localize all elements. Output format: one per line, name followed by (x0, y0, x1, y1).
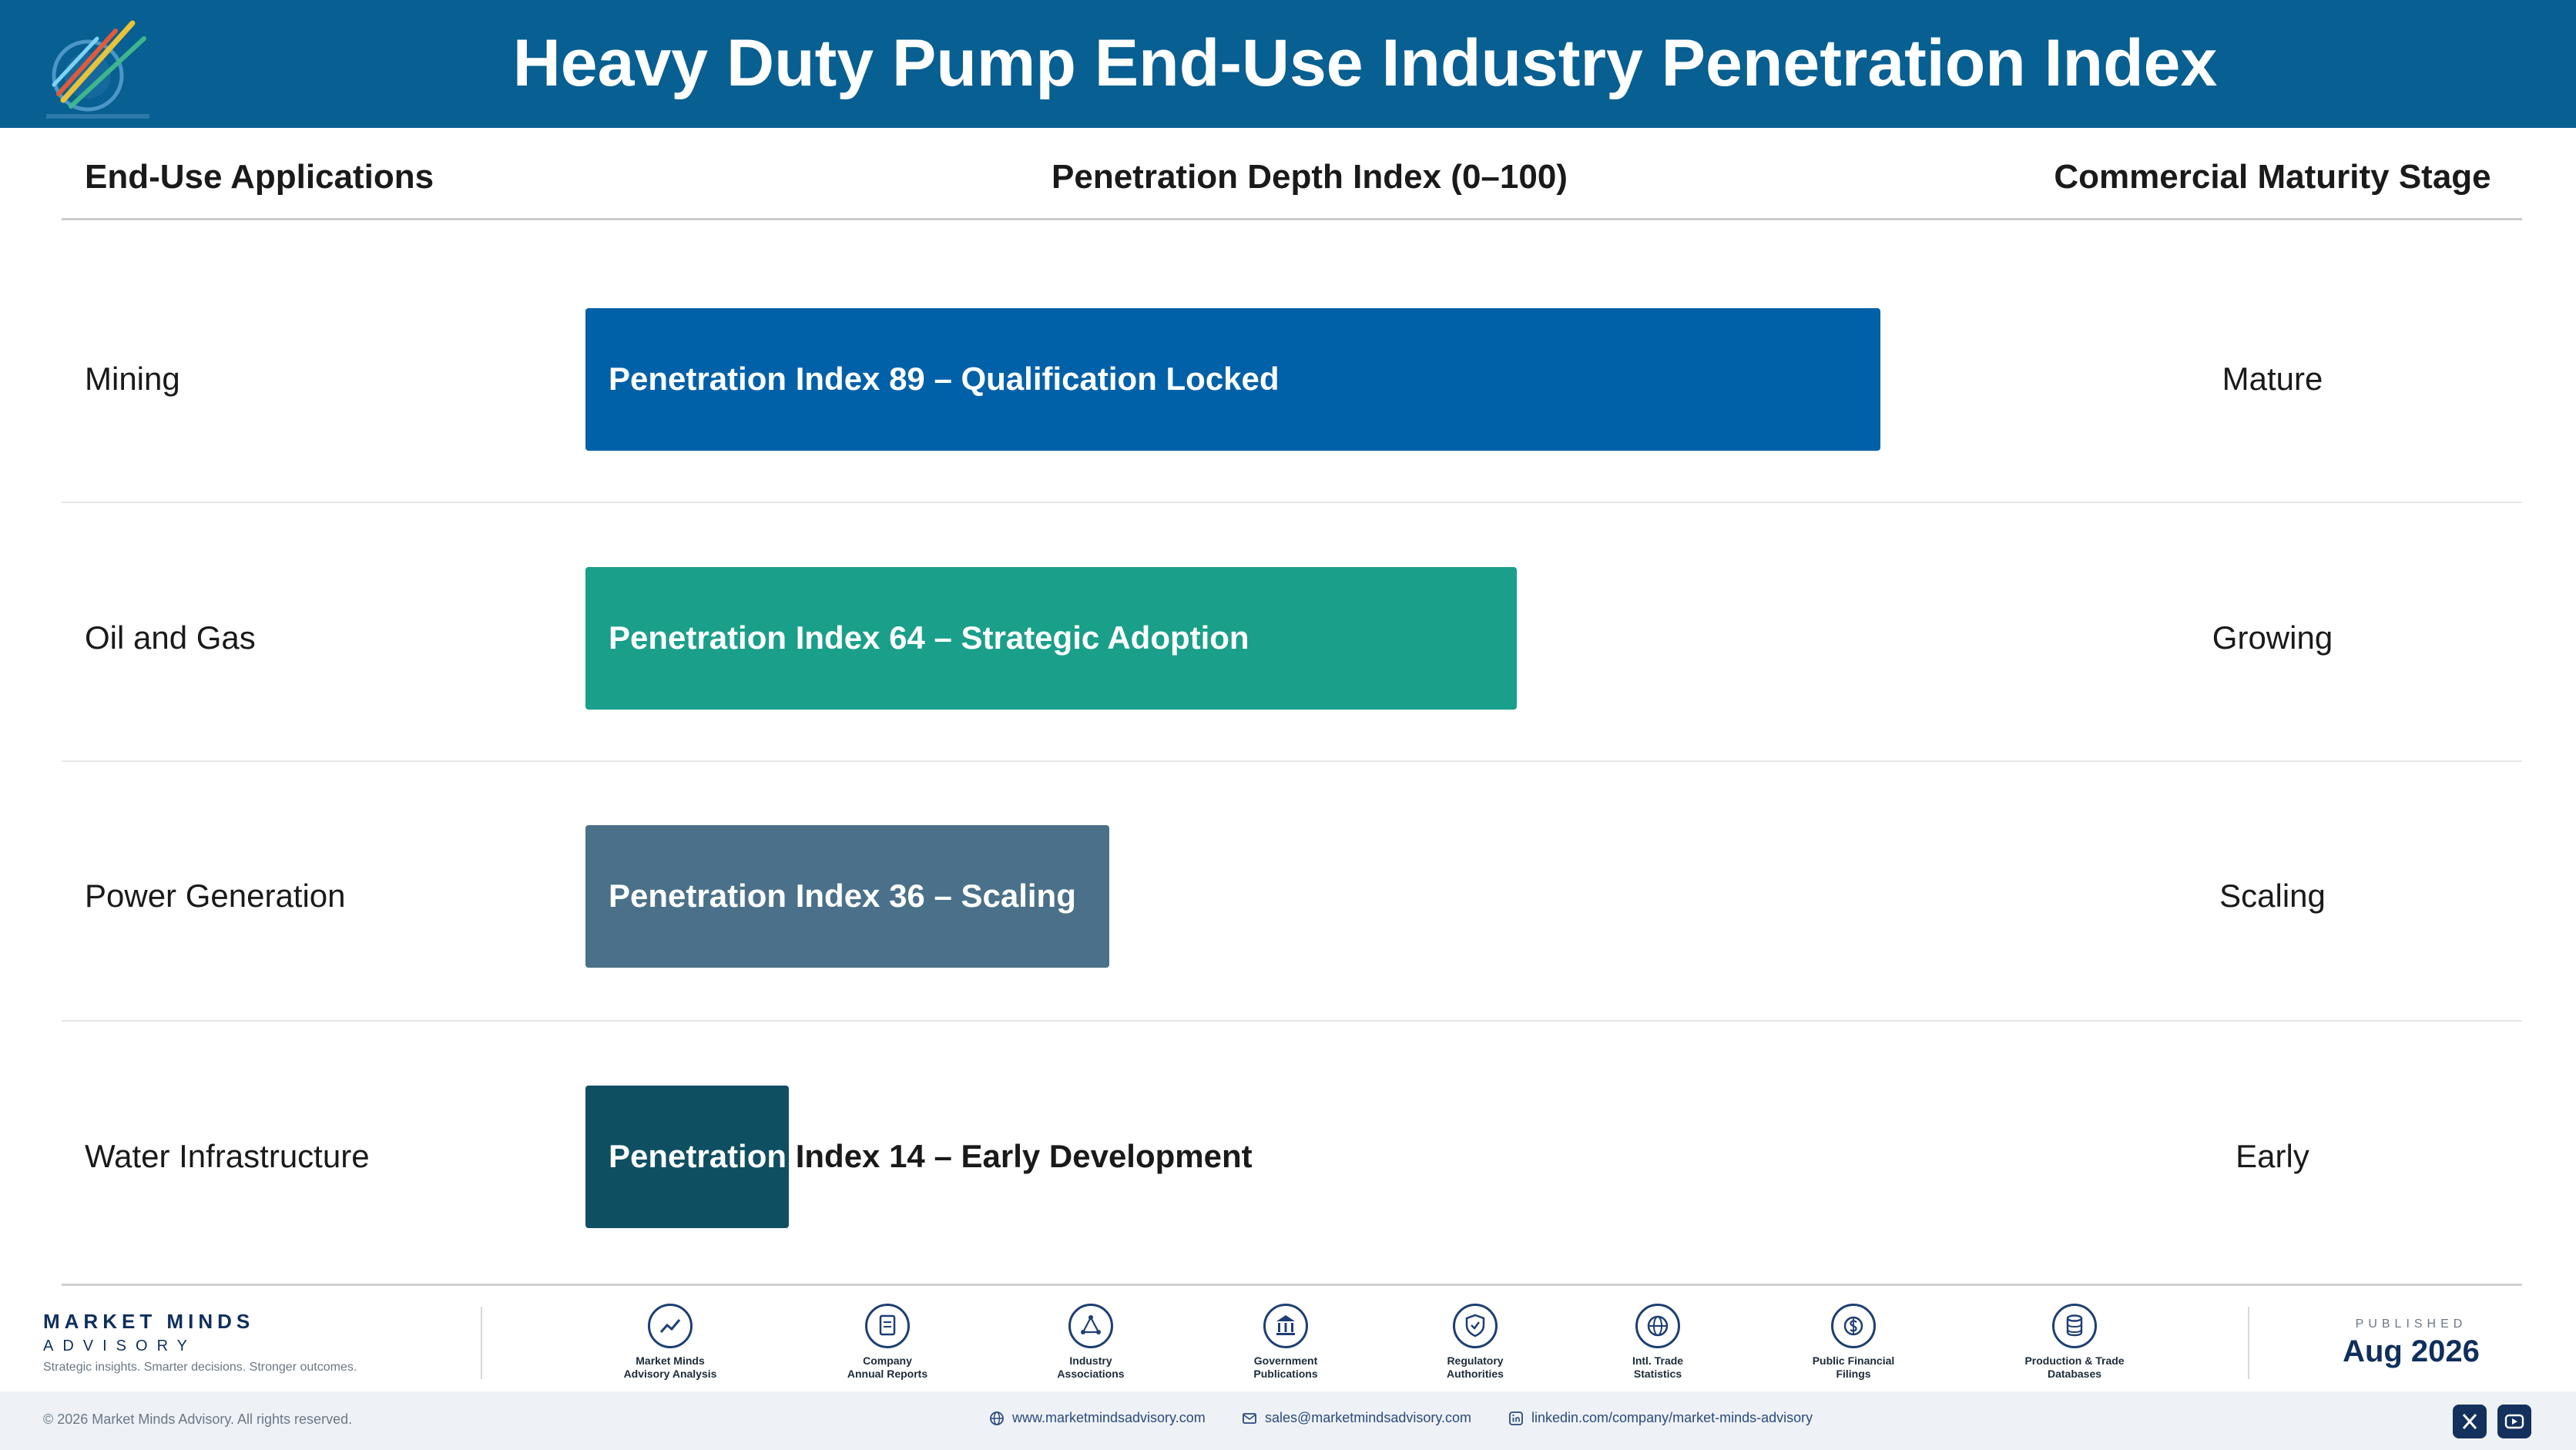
source-label-line2: Authorities (1447, 1368, 1504, 1380)
bar-oil-and-gas (585, 567, 1517, 710)
source-item: Industry Associations (1014, 1304, 1168, 1381)
linkedin-link[interactable]: linkedin.com/company/market-minds-adviso… (1508, 1410, 1813, 1426)
header-divider (62, 218, 2522, 220)
source-item: Government Publications (1209, 1304, 1363, 1381)
bar-label-oil-and-gas: Penetration Index 64 – Strategic Adoptio… (609, 619, 1249, 656)
copyright-text: © 2026 Market Minds Advisory. All rights… (43, 1411, 353, 1427)
bar-label-water-infrastructure: Penetration Index 14 – Early Development (609, 1133, 1253, 1180)
email-text: sales@marketmindsadvisory.com (1265, 1410, 1472, 1425)
dollar-icon (1831, 1304, 1876, 1348)
category-label-water-infrastructure: Water Infrastructure (85, 1138, 370, 1174)
source-label-line2: Databases (2047, 1368, 2102, 1380)
youtube-icon (2504, 1414, 2524, 1429)
source-label-line2: Associations (1057, 1368, 1125, 1380)
row-divider (62, 1020, 2522, 1022)
row-divider (62, 760, 2522, 762)
stage-oil-and-gas: Growing (2212, 619, 2333, 656)
footer-bottom-bar (0, 1391, 2576, 1450)
source-item: Public Financial Filings (1776, 1304, 1930, 1381)
category-label-oil-and-gas: Oil and Gas (85, 619, 256, 656)
column-header-applications: End-Use Applications (85, 158, 434, 196)
source-label: Production & Trade Databases (1997, 1354, 2152, 1381)
bar-power-generation (585, 825, 1109, 968)
linkedin-text: linkedin.com/company/market-minds-adviso… (1531, 1410, 1813, 1425)
source-label: Industry Associations (1014, 1354, 1168, 1381)
youtube-social-button[interactable] (2497, 1405, 2531, 1438)
database-icon (2052, 1304, 2097, 1348)
bar-mining (585, 308, 1880, 451)
x-social-button[interactable] (2453, 1405, 2487, 1438)
website-text: www.marketmindsadvisory.com (1012, 1410, 1206, 1425)
footer-brand-name: MARKET MINDS (43, 1310, 255, 1333)
footer-brand-tagline: Strategic insights. Smarter decisions. S… (43, 1361, 357, 1374)
category-label-mining: Mining (85, 361, 180, 397)
category-label-power-generation: Power Generation (85, 878, 346, 914)
source-label-line1: Industry (1069, 1354, 1112, 1367)
stage-mining: Mature (2222, 361, 2323, 397)
source-label-line1: Public Financial (1812, 1354, 1895, 1367)
source-label: Intl. Trade Statistics (1581, 1354, 1735, 1381)
source-label-line2: Advisory Analysis (623, 1368, 717, 1380)
column-header-stage: Commercial Maturity Stage (2054, 158, 2491, 196)
source-label: Government Publications (1209, 1354, 1363, 1381)
source-label: Market Minds Advisory Analysis (593, 1354, 747, 1381)
footer-divider-right (2248, 1307, 2249, 1379)
bar-label-mining: Penetration Index 89 – Qualification Loc… (609, 361, 1280, 397)
stage-water-infrastructure: Early (2236, 1138, 2309, 1174)
source-item: Intl. Trade Statistics (1581, 1304, 1735, 1381)
x-icon (2462, 1414, 2477, 1429)
source-label-line2: Publications (1253, 1368, 1318, 1380)
published-date: Aug 2026 (2343, 1334, 2480, 1368)
globe-icon (990, 1411, 1004, 1426)
page-title: Heavy Duty Pump End-Use Industry Penetra… (512, 26, 2218, 100)
brand-logo-icon (46, 20, 149, 119)
source-label-line2: Annual Reports (847, 1368, 928, 1380)
building-icon (1263, 1304, 1308, 1348)
column-header-index: Penetration Depth Index (0–100) (1052, 158, 1568, 196)
chart-line-icon (648, 1304, 693, 1348)
source-item: Production & Trade Databases (1997, 1304, 2152, 1381)
source-item: Regulatory Authorities (1398, 1304, 1552, 1381)
chart-bottom-divider (62, 1284, 2522, 1286)
source-label-line1: Regulatory (1447, 1354, 1504, 1367)
header-banner: Heavy Duty Pump End-Use Industry Penetra… (0, 0, 2576, 128)
linkedin-icon (1509, 1411, 1523, 1426)
website-link[interactable]: www.marketmindsadvisory.com (989, 1410, 1206, 1426)
footer-divider-left (481, 1307, 482, 1379)
source-item: Market Minds Advisory Analysis (593, 1304, 747, 1381)
source-label: Company Annual Reports (810, 1354, 964, 1381)
source-label-line2: Statistics (1633, 1368, 1682, 1380)
source-label-line1: Market Minds (636, 1354, 705, 1367)
source-item: Company Annual Reports (810, 1304, 964, 1381)
document-icon (865, 1304, 910, 1348)
bar-water-infrastructure (585, 1086, 789, 1228)
source-label-line2: Filings (1836, 1368, 1871, 1380)
source-label: Regulatory Authorities (1398, 1354, 1552, 1381)
row-divider (62, 502, 2522, 503)
footer-brand-sub: ADVISORY (43, 1338, 196, 1354)
source-label: Public Financial Filings (1776, 1354, 1930, 1381)
globe-icon (1635, 1304, 1680, 1348)
source-label-line1: Production & Trade (2024, 1354, 2125, 1367)
source-label-line1: Government (1253, 1354, 1318, 1367)
source-label-line1: Intl. Trade (1632, 1354, 1684, 1367)
stage-power-generation: Scaling (2219, 878, 2326, 914)
shield-icon (1453, 1304, 1498, 1348)
email-link[interactable]: sales@marketmindsadvisory.com (1242, 1410, 1471, 1426)
published-label: PUBLISHED (2355, 1317, 2467, 1331)
source-label-line1: Company (863, 1354, 912, 1367)
network-icon (1068, 1304, 1113, 1348)
mail-icon (1243, 1413, 1256, 1425)
bar-label-power-generation: Penetration Index 36 – Scaling (609, 878, 1076, 914)
